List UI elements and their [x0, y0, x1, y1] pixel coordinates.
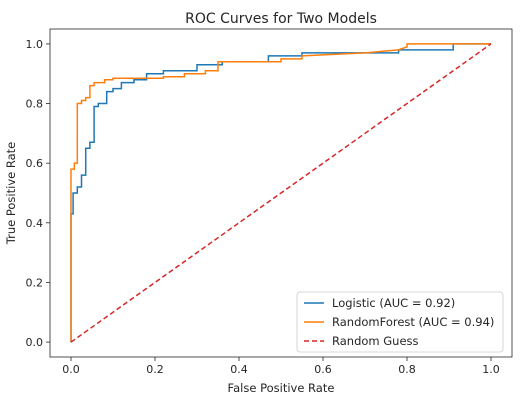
legend-label-logistic: Logistic (AUC = 0.92) [332, 296, 455, 310]
y-tick-label: 0.2 [26, 276, 44, 289]
x-tick-label: 0.4 [230, 363, 248, 376]
y-tick-label: 0.0 [26, 336, 44, 349]
random-guess-line [70, 43, 492, 343]
tick-layer: 0.0 0.2 0.4 0.6 0.8 1.0 0.0 0.2 0.4 0.6 0.8 1.0 [26, 38, 500, 376]
logistic-roc-line [70, 43, 491, 343]
x-tick-label: 0.2 [146, 363, 164, 376]
legend: Logistic (AUC = 0.92) RandomForest (AUC … [296, 291, 504, 353]
legend-label-random-guess: Random Guess [332, 334, 419, 348]
y-tick-label: 0.8 [26, 98, 44, 111]
x-tick-label: 0.6 [314, 363, 332, 376]
y-tick-label: 0.6 [26, 157, 44, 170]
y-axis-label: True Positive Rate [4, 142, 18, 245]
chart-title: ROC Curves for Two Models [185, 11, 377, 27]
series-layer [70, 43, 492, 343]
legend-label-randomforest: RandomForest (AUC = 0.94) [332, 315, 494, 329]
legend-box [296, 291, 504, 353]
plot-frame [49, 28, 513, 358]
x-tick-label: 0.0 [62, 363, 80, 376]
y-tick-label: 1.0 [26, 38, 44, 51]
x-tick-label: 1.0 [482, 363, 500, 376]
y-tick-label: 0.4 [26, 217, 44, 230]
x-axis-label: False Positive Rate [228, 381, 335, 395]
randomforest-roc-line [70, 43, 491, 343]
x-tick-label: 0.8 [398, 363, 416, 376]
